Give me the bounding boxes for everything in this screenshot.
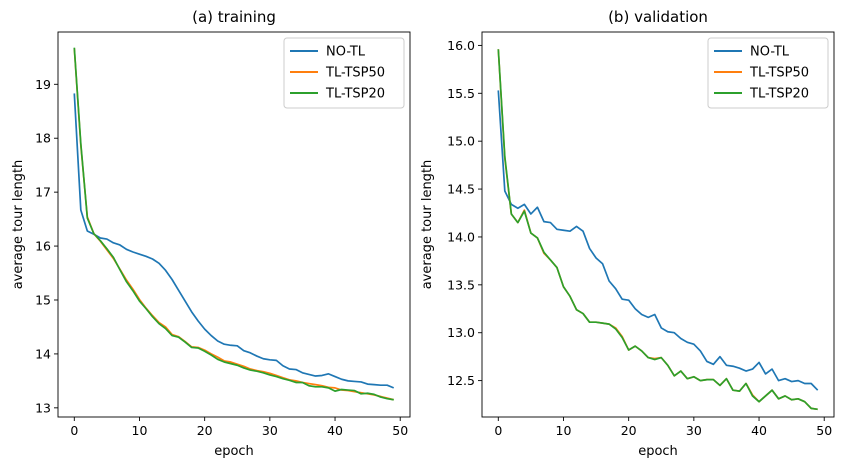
x-tick-label: 40 <box>327 423 343 438</box>
legend-label: TL-TSP50 <box>325 66 385 81</box>
x-tick-label: 30 <box>262 423 278 438</box>
legend: NO-TL TL-TSP50 TL-TSP20 <box>707 37 829 109</box>
y-tick-label: 13.5 <box>447 277 475 292</box>
x-tick-label: 10 <box>556 423 572 438</box>
x-tick-label: 20 <box>197 423 213 438</box>
y-tick-label: 13.0 <box>447 325 475 340</box>
y-tick-label: 15.0 <box>447 134 475 149</box>
y-tick-label: 13 <box>35 400 51 415</box>
legend-label: TL-TSP20 <box>749 87 809 102</box>
legend: NO-TL TL-TSP50 TL-TSP20 <box>283 37 405 109</box>
y-tick-label: 17 <box>35 185 51 200</box>
x-tick-label: 30 <box>686 423 702 438</box>
y-tick-label: 18 <box>35 131 51 146</box>
x-tick-label: 50 <box>816 423 832 438</box>
series-line-tl-tsp20 <box>497 49 818 411</box>
x-tick-label: 40 <box>751 423 767 438</box>
legend-box <box>707 37 829 109</box>
y-tick-label: 15 <box>35 292 51 307</box>
y-tick-label: 19 <box>35 77 51 92</box>
legend-label: NO-TL <box>326 45 366 60</box>
y-axis-label: average tour length <box>420 160 435 290</box>
legend-label: NO-TL <box>750 45 790 60</box>
x-axis-label: epoch <box>638 444 678 459</box>
series-line-no-tl <box>73 93 395 389</box>
legend-box <box>283 37 405 109</box>
x-tick-label: 20 <box>621 423 637 438</box>
axes-frame <box>481 31 835 418</box>
y-tick-label: 14.0 <box>447 229 475 244</box>
legend-label: TL-TSP20 <box>325 87 385 102</box>
chart-panel-2: 0 10 20 30 40 50 12.5 13.0 13.5 14.0 14.5 15.0 15.5 1… <box>420 8 835 459</box>
y-axis-label: average tour length <box>11 160 26 290</box>
series-line-tl-tsp20 <box>73 47 394 401</box>
y-tick-label: 15.5 <box>447 86 475 101</box>
x-tick-label: 50 <box>392 423 408 438</box>
x-axis-label: epoch <box>214 444 254 459</box>
x-tick-label: 0 <box>70 423 78 438</box>
y-tick-label: 16 <box>35 239 51 254</box>
chart-panel-1: 0 10 20 30 40 50 13 14 15 16 17 18 19 (a) training epo… <box>11 8 411 459</box>
legend-label: TL-TSP50 <box>749 66 809 81</box>
y-tick-label: 14.5 <box>447 182 475 197</box>
axes-frame <box>57 31 411 418</box>
y-tick-label: 14 <box>35 346 51 361</box>
series-line-no-tl <box>497 90 819 391</box>
y-tick-label: 12.5 <box>447 373 475 388</box>
chart-title: (b) validation <box>608 8 708 26</box>
chart-title: (a) training <box>192 8 276 26</box>
x-tick-label: 0 <box>494 423 502 438</box>
y-tick-label: 16.0 <box>447 38 475 53</box>
x-tick-label: 10 <box>132 423 148 438</box>
